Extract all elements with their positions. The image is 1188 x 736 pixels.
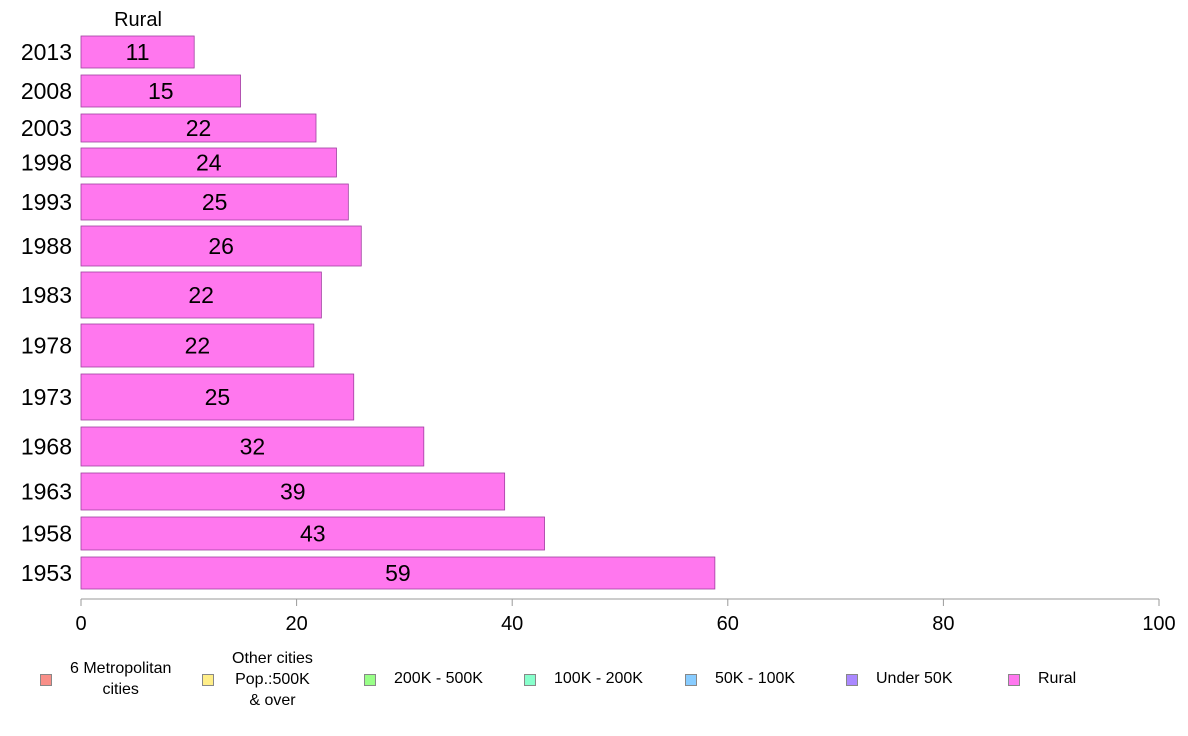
bar-value-label-1968: 32	[240, 434, 266, 460]
x-tick-label-40: 40	[501, 613, 523, 635]
bar-value-label-2013: 11	[126, 39, 150, 65]
category-label-1968: 1968	[21, 434, 72, 460]
bar-1958	[80, 516, 545, 551]
bar-value-label-1973: 25	[205, 384, 231, 410]
category-label-2008: 2008	[21, 78, 72, 104]
bar-value-label-1958: 43	[300, 521, 326, 547]
bar-1953	[80, 556, 716, 590]
legend-swatch	[202, 674, 214, 686]
legend-item-2: Other cities Pop.:500K & over	[202, 648, 313, 711]
bar-1963	[80, 472, 506, 511]
bar-value-label-2008: 15	[148, 78, 174, 104]
legend-swatch	[685, 674, 697, 686]
bar-value-label-2003: 22	[186, 115, 212, 141]
bar-1993	[80, 183, 349, 221]
x-tick-label-60: 60	[717, 613, 739, 635]
chart-title: Rural	[114, 9, 162, 31]
category-label-1983: 1983	[21, 282, 72, 308]
category-label-1958: 1958	[21, 521, 72, 547]
legend-label: 200K - 500K	[394, 670, 483, 687]
bar-1968	[80, 426, 425, 467]
category-label-1953: 1953	[21, 560, 72, 586]
x-tick-label-20: 20	[285, 613, 307, 635]
bar-value-label-1953: 59	[385, 560, 411, 586]
category-label-1998: 1998	[21, 150, 72, 176]
legend-item-3: 200K - 500K	[364, 648, 483, 689]
legend-label: Rural	[1038, 670, 1077, 687]
bar-2008	[80, 74, 241, 108]
bar-value-label-1993: 25	[202, 189, 228, 215]
category-label-1988: 1988	[21, 233, 72, 259]
bar-2003	[80, 113, 317, 143]
bar-1973	[80, 373, 355, 421]
legend-swatch	[846, 674, 858, 686]
x-tick-label-80: 80	[932, 613, 954, 635]
x-tick-label-100: 100	[1142, 613, 1175, 635]
bar-value-label-1998: 24	[196, 150, 222, 176]
category-label-2003: 2003	[21, 115, 72, 141]
legend-label: 50K - 100K	[715, 670, 796, 687]
legend: 6 Metropolitan cities Other cities Pop.:5…	[0, 648, 1188, 728]
bar-value-label-1978: 22	[185, 333, 211, 359]
legend-item-6: Under 50K	[846, 648, 953, 689]
category-label-1993: 1993	[21, 189, 72, 215]
category-label-1963: 1963	[21, 479, 72, 505]
category-label-1973: 1973	[21, 384, 72, 410]
legend-item-5: 50K - 100K	[685, 648, 795, 689]
bar-value-label-1983: 22	[188, 282, 214, 308]
bar-value-label-1988: 26	[208, 233, 234, 259]
category-label-1978: 1978	[21, 333, 72, 359]
legend-swatch	[40, 674, 52, 686]
legend-item-1: 6 Metropolitan cities	[40, 648, 171, 700]
bar-1978	[80, 323, 315, 368]
bar-1998	[80, 147, 337, 178]
legend-item-4: 100K - 200K	[524, 648, 643, 689]
bar-chart: Rural 11 2013 15 2008 22 2003 24 1998 25 1993 26 19…	[21, 9, 1176, 635]
category-label-2013: 2013	[21, 39, 72, 65]
x-tick-label-0: 0	[75, 613, 86, 635]
legend-item-7: Rural	[1008, 648, 1076, 689]
bar-2013	[80, 35, 195, 69]
legend-label: 100K - 200K	[554, 670, 643, 687]
bar-value-label-1963: 39	[280, 479, 306, 505]
bar-1983	[80, 271, 322, 319]
legend-swatch	[364, 674, 376, 686]
legend-label: Under 50K	[876, 670, 953, 687]
bar-1988	[80, 225, 362, 267]
legend-swatch	[1008, 674, 1020, 686]
legend-label: 6 Metropolitan cities	[70, 660, 172, 698]
legend-label: Other cities Pop.:500K & over	[232, 650, 313, 709]
legend-swatch	[524, 674, 536, 686]
